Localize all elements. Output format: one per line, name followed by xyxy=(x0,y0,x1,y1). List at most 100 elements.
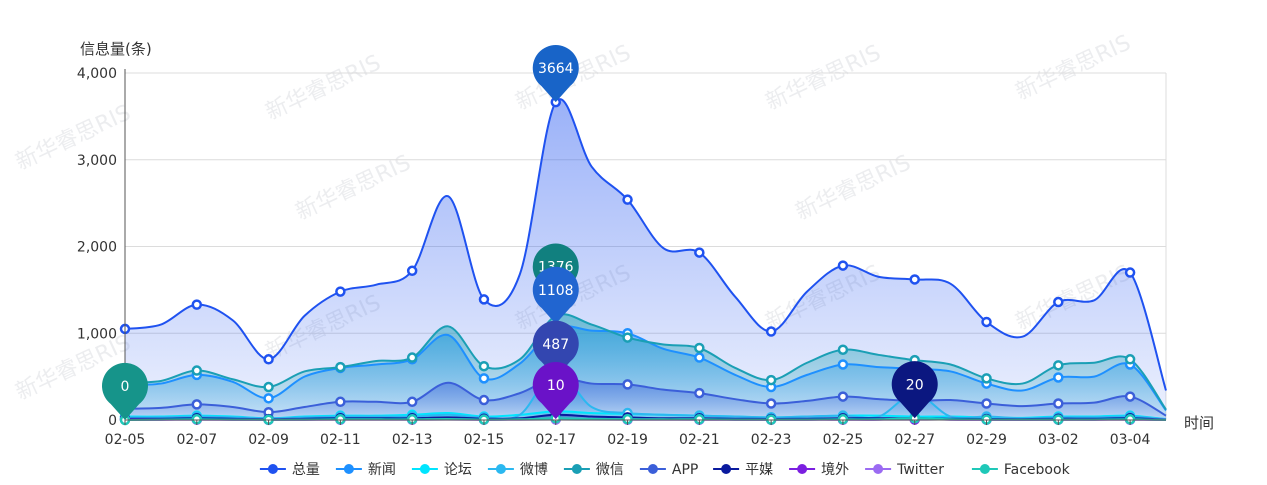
data-point[interactable] xyxy=(335,361,346,373)
legend-marker xyxy=(419,464,430,474)
legend-label: 微信 xyxy=(596,462,624,478)
data-point[interactable] xyxy=(765,374,777,386)
marker-pin-shape xyxy=(532,45,579,103)
x-tick-label: 03-02 xyxy=(1038,432,1079,448)
data-point[interactable] xyxy=(406,352,418,363)
data-point[interactable] xyxy=(981,316,992,328)
data-point[interactable] xyxy=(694,352,705,363)
marker-pin-label: 3664 xyxy=(538,61,574,77)
x-tick-label: 02-25 xyxy=(823,432,864,448)
marker-pin[interactable]: 3664 xyxy=(532,45,579,103)
y-tick-label: 0 xyxy=(108,413,117,429)
data-point[interactable] xyxy=(1053,296,1064,308)
legend-label: Facebook xyxy=(1004,462,1071,478)
data-point[interactable] xyxy=(981,398,992,409)
legend-marker xyxy=(495,464,506,474)
legend-marker xyxy=(721,464,732,474)
legend-item[interactable]: 微信 xyxy=(563,462,624,478)
data-point[interactable] xyxy=(694,342,705,354)
data-point[interactable] xyxy=(622,332,633,343)
marker-pin-shape xyxy=(102,362,149,420)
data-point[interactable] xyxy=(263,354,274,365)
data-point[interactable] xyxy=(478,360,490,372)
data-point[interactable] xyxy=(406,396,418,408)
data-point[interactable] xyxy=(1124,391,1136,402)
data-point[interactable] xyxy=(1053,372,1064,383)
series-areas xyxy=(125,99,1166,420)
legend-item[interactable]: Twitter xyxy=(865,462,944,478)
data-point[interactable] xyxy=(263,393,274,404)
x-tick-label: 02-29 xyxy=(966,432,1007,448)
data-point[interactable] xyxy=(1124,267,1136,278)
legend-item[interactable]: 新闻 xyxy=(335,462,396,478)
watermark-text: 新华睿思RIS xyxy=(292,150,415,225)
x-tick-label: 02-19 xyxy=(607,432,648,448)
data-point[interactable] xyxy=(622,379,633,390)
data-point[interactable] xyxy=(981,373,992,384)
legend-label: APP xyxy=(672,462,698,478)
legend-label: 新闻 xyxy=(368,462,396,478)
data-point[interactable] xyxy=(837,344,849,355)
x-tick-label: 02-17 xyxy=(535,432,576,448)
marker-pin[interactable]: 487 xyxy=(532,320,579,378)
x-tick-label: 03-04 xyxy=(1110,432,1151,448)
marker-pin-shape xyxy=(532,266,579,324)
data-point[interactable] xyxy=(335,286,346,297)
marker-pin[interactable]: 0 xyxy=(102,362,149,420)
data-point[interactable] xyxy=(263,381,274,393)
legend-marker xyxy=(571,464,582,474)
y-tick-label: 1,000 xyxy=(77,326,117,342)
x-tick-label: 02-15 xyxy=(464,432,505,448)
data-point[interactable] xyxy=(406,265,418,277)
y-axis-title: 信息量(条) xyxy=(80,40,152,58)
data-point[interactable] xyxy=(765,326,777,337)
data-point[interactable] xyxy=(478,394,490,406)
legend-marker xyxy=(343,464,354,474)
series-area xyxy=(125,99,1166,420)
data-point[interactable] xyxy=(1124,354,1136,365)
data-point[interactable] xyxy=(622,194,633,205)
watermark-text: 新华睿思RIS xyxy=(762,40,885,115)
data-point[interactable] xyxy=(191,299,203,310)
legend-item[interactable]: 总量 xyxy=(259,462,320,478)
x-tick-label: 02-05 xyxy=(105,432,146,448)
data-point[interactable] xyxy=(765,398,777,409)
data-point[interactable] xyxy=(191,399,203,410)
data-point[interactable] xyxy=(694,247,705,258)
data-point[interactable] xyxy=(335,396,346,408)
marker-pin[interactable]: 20 xyxy=(891,361,938,419)
data-point[interactable] xyxy=(837,359,849,370)
data-point[interactable] xyxy=(478,294,490,305)
x-axis-title: 时间 xyxy=(1184,414,1214,432)
legend-marker xyxy=(647,464,658,474)
legend-item[interactable]: Facebook xyxy=(971,462,1071,478)
legend-item[interactable]: APP xyxy=(639,462,698,478)
data-point[interactable] xyxy=(837,260,849,271)
data-point[interactable] xyxy=(1053,360,1064,371)
legend-item[interactable]: 微博 xyxy=(487,461,548,478)
legend-label: 境外 xyxy=(821,462,849,478)
x-tick-label: 02-21 xyxy=(679,432,720,448)
legend-item[interactable]: 境外 xyxy=(789,462,849,478)
legend-label: 平媒 xyxy=(745,462,773,478)
data-point[interactable] xyxy=(1053,398,1064,409)
watermark-text: 新华睿思RIS xyxy=(792,150,915,225)
data-point[interactable] xyxy=(191,365,203,376)
marker-pin-shape xyxy=(891,361,938,419)
marker-pin-label: 487 xyxy=(542,337,569,353)
x-tick-label: 02-09 xyxy=(248,432,289,448)
data-point[interactable] xyxy=(694,387,705,399)
marker-pin[interactable]: 1108 xyxy=(532,266,579,324)
marker-pins: 36641376110848710020 xyxy=(102,45,938,420)
marker-pin[interactable]: 10 xyxy=(532,362,579,420)
data-point[interactable] xyxy=(837,391,849,402)
data-point[interactable] xyxy=(478,373,490,384)
marker-pin-label: 10 xyxy=(547,378,565,394)
legend-item[interactable]: 论坛 xyxy=(411,462,472,478)
data-point[interactable] xyxy=(909,274,920,285)
axes: 0 1,000 2,000 3,000 4,000 02-05 02-07 02-09 02-1… xyxy=(77,66,1166,448)
y-tick-label: 3,000 xyxy=(77,153,117,169)
legend-item[interactable]: 平媒 xyxy=(713,462,773,478)
y-tick-label: 2,000 xyxy=(77,240,117,256)
